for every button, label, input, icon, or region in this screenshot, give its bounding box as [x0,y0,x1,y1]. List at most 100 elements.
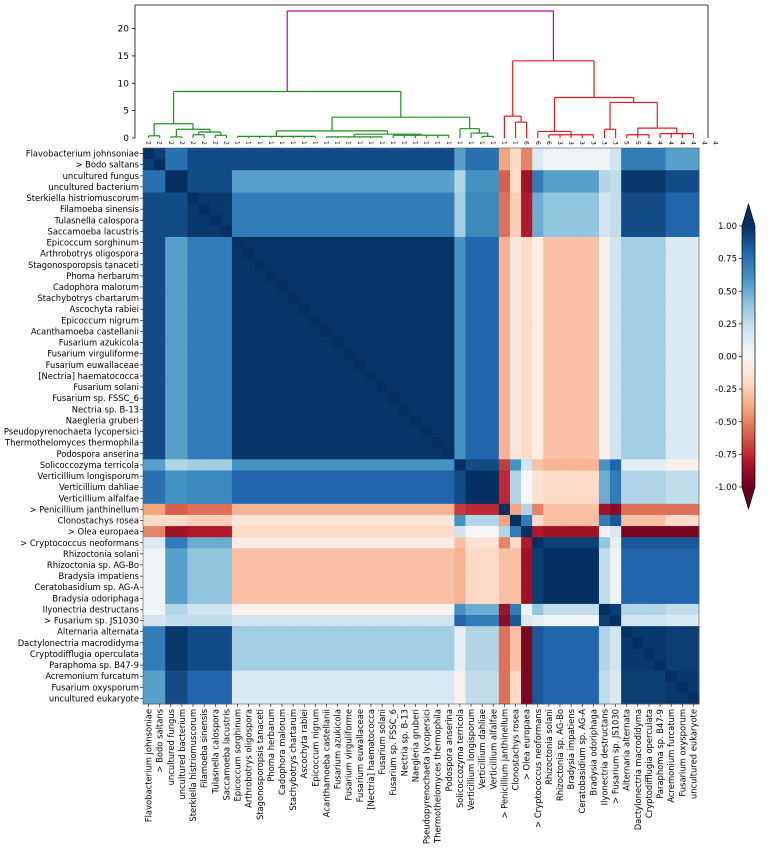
heatmap-cell [610,526,622,538]
heatmap-cell [487,170,500,182]
heatmap-cell [621,403,633,416]
heatmap-cell [687,248,700,260]
heatmap-cell [676,259,689,271]
heatmap-cell [254,659,266,672]
heatmap-cell [298,181,311,193]
heatmap-cell [454,592,466,605]
heatmap-cell [598,603,611,616]
heatmap-cell [632,170,644,182]
heatmap-cell [154,225,166,238]
heatmap-cell [532,303,544,316]
heatmap-cell [309,492,322,505]
heatmap-cell [243,459,255,471]
heatmap-cell [565,426,578,438]
heatmap-cell [332,159,344,171]
heatmap-cell [154,270,166,282]
heatmap-cell [498,448,511,460]
heatmap-cell [387,148,400,160]
heatmap-cell [498,370,511,382]
heatmap-cell [265,481,277,494]
heatmap-cell [598,248,611,260]
heatmap-cell [610,392,622,405]
heatmap-cell [487,559,500,571]
heatmap-cell [309,236,322,249]
heatmap-cell [476,292,489,305]
heatmap-cell [632,392,644,405]
heatmap-cell [254,225,266,238]
heatmap-cell [276,292,288,305]
heatmap-cell [198,426,211,438]
heatmap-cell [320,626,333,638]
heatmap-cell [487,181,500,193]
heatmap-cell [632,426,644,438]
heatmap-cell [309,648,322,660]
heatmap-cell [443,281,455,293]
heatmap-cell [676,681,689,694]
cluster-id: 1 [378,141,385,145]
heatmap-cell [432,548,444,560]
column-label: > Bodo saltans [155,709,165,773]
heatmap-cell [665,192,678,204]
heatmap-cell [276,459,288,471]
row-label: Acremonium furcatum [45,671,139,681]
heatmap-cell [165,337,177,349]
heatmap-cell [198,359,211,371]
heatmap-cell [243,392,255,405]
heatmap-cell [421,248,433,260]
heatmap-cell [209,414,222,427]
heatmap-cell [287,548,300,560]
heatmap-cell [187,548,199,560]
heatmap-cell [176,514,188,527]
heatmap-cell [487,514,500,527]
heatmap-cell [332,325,344,338]
heatmap-cell [421,314,433,327]
heatmap-cell [632,359,644,371]
row-label: Cryptodifflugia operculata [30,649,139,659]
heatmap-cell [287,559,300,571]
row-label: Sterkiella histriomuscorum [26,193,139,203]
heatmap-cell [209,537,222,549]
heatmap-cell [332,303,344,316]
row-label: Cadophora malorum [53,282,139,292]
heatmap-cell [265,692,277,705]
heatmap-cell [320,514,333,527]
heatmap-cell [665,348,678,360]
heatmap-cell [243,681,255,694]
heatmap-cell [443,325,455,338]
heatmap-cell [676,603,689,616]
row-label: Verticillium longisporum [38,471,139,481]
heatmap-cell [443,414,455,427]
heatmap-cell [220,615,233,627]
heatmap-cell [387,470,400,482]
heatmap-cell [354,148,366,160]
heatmap-cell [587,559,600,571]
heatmap-cell [309,159,322,171]
heatmap-cell [298,581,311,594]
heatmap-cell [165,348,177,360]
heatmap-cell [287,292,300,305]
heatmap-cell [421,470,433,482]
heatmap-cell [198,492,211,505]
heatmap-cell [354,670,366,683]
heatmap-cell [309,248,322,260]
heatmap-cell [176,692,188,705]
heatmap-cell [409,192,422,204]
heatmap-cell [354,170,366,182]
heatmap-cell [309,148,322,160]
heatmap-cell [365,325,377,338]
heatmap-cell [454,270,466,282]
heatmap-cell [532,670,544,683]
heatmap-cell [487,303,500,316]
heatmap-cell [376,359,389,371]
heatmap-cell [632,292,644,305]
heatmap-cell [376,481,389,494]
heatmap-cell [443,603,455,616]
heatmap-cell [643,648,655,660]
heatmap-cell [654,426,667,438]
heatmap-cell [521,314,533,327]
heatmap-cell [432,270,444,282]
heatmap-cell [354,203,366,216]
heatmap-cell [243,359,255,371]
heatmap-cell [498,592,511,605]
heatmap-cell [209,303,222,316]
